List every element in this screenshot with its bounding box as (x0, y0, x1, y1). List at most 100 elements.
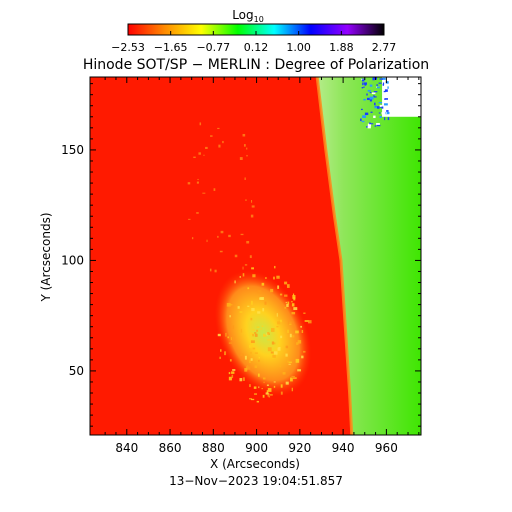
invalid-edge (381, 112, 384, 115)
speckle (267, 339, 271, 341)
speckle (246, 154, 248, 157)
speckle (284, 294, 288, 297)
invalid-edge (385, 112, 387, 114)
timestamp: 13−Nov−2023 19:04:51.857 (169, 474, 343, 488)
invalid-edge (374, 125, 377, 127)
speckle (222, 140, 224, 144)
speckle (245, 199, 247, 201)
speckle (202, 192, 206, 194)
speckle (291, 387, 293, 392)
invalid-edge (382, 77, 386, 80)
speckle (285, 353, 288, 357)
speckle (220, 230, 224, 234)
speckle (239, 378, 243, 382)
speckle (252, 333, 255, 337)
plot-frame (89, 76, 422, 436)
speckle (230, 337, 232, 340)
speckle (289, 333, 292, 338)
speckle (219, 356, 221, 359)
speckle (213, 188, 216, 191)
speckle (288, 361, 292, 363)
speckle (271, 341, 275, 345)
invalid-edge (366, 97, 370, 101)
speckle (244, 264, 248, 266)
invalid-edge (370, 111, 373, 113)
speckle (251, 307, 255, 312)
speckle (209, 268, 212, 272)
speckle (196, 181, 199, 184)
invalid-edge (384, 98, 388, 100)
speckle (292, 293, 295, 296)
speckle (273, 276, 275, 280)
invalid-edge (383, 90, 386, 93)
speckle (252, 329, 255, 331)
speckle (257, 311, 261, 314)
x-tick-label: 860 (159, 441, 182, 455)
invalid-edge (378, 112, 381, 114)
speckle (193, 156, 196, 159)
speckle (295, 330, 299, 334)
invalid-edge (373, 96, 377, 98)
speckle (258, 356, 260, 359)
speckle (217, 333, 221, 337)
invalid-edge (384, 117, 386, 121)
speckle (262, 394, 265, 398)
speckle (254, 365, 258, 369)
speckle (229, 359, 232, 362)
speckle (232, 336, 236, 341)
speckle (273, 385, 276, 388)
speckle (286, 303, 289, 307)
colorbar-tick-label: 2.77 (372, 41, 397, 54)
speckle (263, 381, 265, 384)
speckle (242, 273, 245, 277)
speckle (257, 290, 262, 294)
invalid-edge (381, 106, 384, 109)
y-tick-label: 150 (61, 143, 84, 157)
speckle (267, 347, 272, 352)
speckle (249, 255, 252, 259)
invalid-edge (363, 82, 367, 85)
speckle (217, 127, 220, 130)
speckle (254, 352, 258, 354)
speckle (251, 200, 253, 203)
speckle (282, 372, 286, 375)
invalid-edge (379, 106, 382, 108)
speckle (197, 178, 199, 181)
speckle (271, 328, 275, 332)
speckle (252, 347, 256, 350)
speckle (248, 344, 252, 348)
speckle (206, 239, 208, 243)
speckle (228, 372, 231, 375)
speckle (249, 384, 251, 388)
speckle (290, 377, 293, 382)
speckle (239, 276, 241, 278)
speckle (252, 274, 256, 278)
colorbar-tick-label: −0.77 (196, 41, 230, 54)
speckle (265, 277, 267, 279)
invalid-edge (382, 83, 384, 86)
invalid-edge (369, 91, 372, 94)
speckle (304, 320, 309, 322)
invalid-edge (379, 78, 383, 80)
chart-title: Hinode SOT/SP − MERLIN : Degree of Polar… (83, 57, 429, 73)
invalid-edge (373, 91, 378, 93)
speckle (262, 377, 266, 380)
y-tick-label: 100 (61, 253, 84, 267)
colorbar-ticks: −2.53 −1.65 −0.77 0.12 1.00 1.88 2.77 (111, 31, 396, 54)
speckle (251, 300, 253, 305)
speckle (234, 280, 236, 284)
speckle (280, 391, 283, 395)
invalid-edge (361, 78, 366, 80)
colorbar-tick-label: 0.12 (244, 41, 269, 54)
invalid-edge (369, 123, 374, 125)
speckle (297, 369, 301, 372)
speckle (242, 133, 246, 137)
speckle (196, 212, 199, 214)
speckle (292, 295, 296, 299)
invalid-edge (372, 77, 375, 81)
speckle (247, 305, 250, 307)
speckle (258, 373, 260, 377)
invalid-edge (371, 92, 376, 95)
speckle (297, 340, 302, 344)
speckle (253, 386, 257, 389)
